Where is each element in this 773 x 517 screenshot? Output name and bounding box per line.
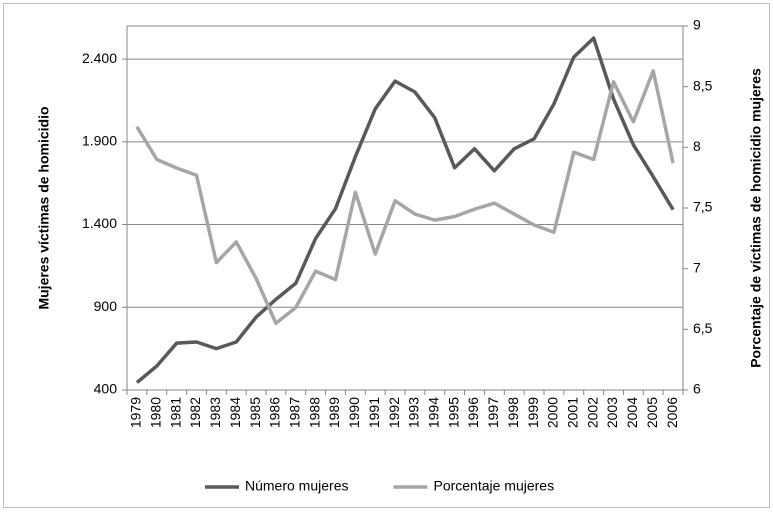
x-tick-label: 1984 <box>227 397 243 428</box>
x-tick-label: 1993 <box>406 397 422 428</box>
x-tick-label: 2002 <box>584 397 600 428</box>
y2-tick-label: 9 <box>693 17 701 33</box>
y-tick-label: 2.400 <box>82 50 117 66</box>
x-tick-label: 1995 <box>445 397 461 428</box>
y-axis-title: Mujeres víctimas de homicidio <box>36 106 52 309</box>
y2-tick-label: 8 <box>693 138 701 154</box>
chart-border <box>3 3 770 508</box>
x-tick-label: 2003 <box>604 397 620 428</box>
y-tick-label: 1.400 <box>82 215 117 231</box>
x-tick-label: 1997 <box>485 397 501 428</box>
y2-tick-label: 6 <box>693 381 701 397</box>
x-tick-label: 1990 <box>346 397 362 428</box>
x-tick-label: 2001 <box>564 397 580 428</box>
x-tick-label: 2004 <box>624 397 640 428</box>
x-tick-label: 1979 <box>128 397 144 428</box>
x-tick-label: 2005 <box>644 397 660 428</box>
y2-tick-label: 6,5 <box>693 320 713 336</box>
y-tick-label: 1.900 <box>82 133 117 149</box>
x-tick-label: 1999 <box>525 397 541 428</box>
x-tick-label: 1994 <box>425 397 441 428</box>
x-tick-label: 1988 <box>306 397 322 428</box>
y-tick-label: 400 <box>94 381 118 397</box>
series-line <box>135 36 675 384</box>
y2-axis-title: Porcentaje de víctimas de homicidio muje… <box>748 68 764 368</box>
x-tick-label: 1991 <box>366 397 382 428</box>
y-tick-label: 900 <box>94 298 118 314</box>
legend-label: Porcentaje mujeres <box>433 478 554 494</box>
x-tick-label: 2000 <box>545 397 561 428</box>
x-tick-label: 2006 <box>664 397 680 428</box>
x-tick-label: 1998 <box>505 397 521 428</box>
y2-tick-label: 8,5 <box>693 77 713 93</box>
x-tick-label: 1983 <box>207 397 223 428</box>
x-tick-label: 1985 <box>247 397 263 428</box>
x-tick-label: 1986 <box>267 397 283 428</box>
x-tick-label: 1987 <box>286 397 302 428</box>
series-line <box>135 69 675 326</box>
x-tick-label: 1989 <box>326 397 342 428</box>
x-tick-label: 1980 <box>147 397 163 428</box>
legend-label: Número mujeres <box>245 478 348 494</box>
y2-tick-label: 7,5 <box>693 199 713 215</box>
x-tick-label: 1981 <box>167 397 183 428</box>
x-tick-label: 1996 <box>465 397 481 428</box>
y2-tick-label: 7 <box>693 259 701 275</box>
x-tick-label: 1992 <box>386 397 402 428</box>
x-tick-label: 1982 <box>187 397 203 428</box>
